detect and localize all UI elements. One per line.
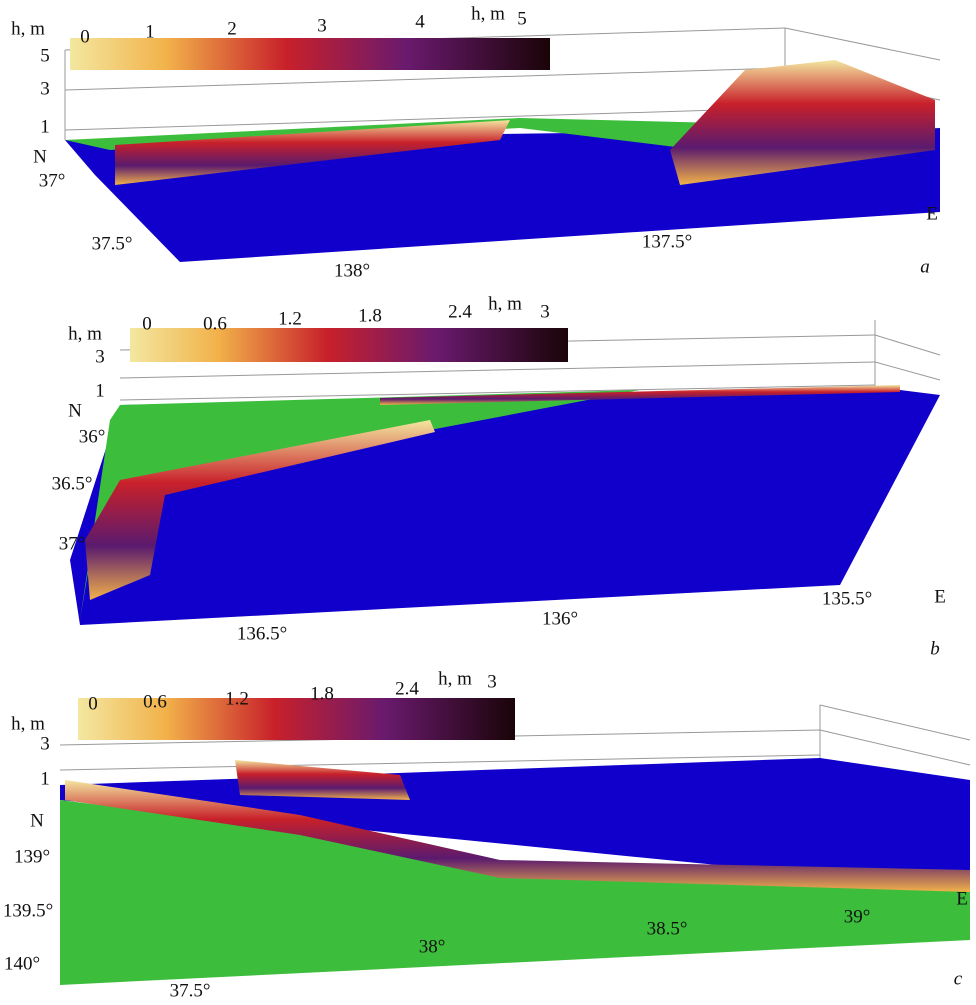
lon-tick: 136° xyxy=(542,608,578,629)
colorbar-title: h, m xyxy=(471,3,505,24)
colorbar-tick: 1.8 xyxy=(310,683,334,704)
colorbar-tick: 0 xyxy=(80,26,90,47)
z-tick: 1 xyxy=(95,380,105,401)
lat-tick: 37° xyxy=(59,533,86,554)
lon-tick: 138° xyxy=(334,260,370,281)
lat-tick: 140° xyxy=(4,953,40,974)
z-tick: 1 xyxy=(40,768,50,789)
lon-tick: 39° xyxy=(844,906,871,927)
wave-heights xyxy=(235,760,410,800)
north-label: N xyxy=(68,400,82,421)
lat-tick: 37° xyxy=(39,170,66,191)
colorbar-tick: 1.8 xyxy=(358,305,382,326)
z-tick: 3 xyxy=(40,78,50,99)
lon-tick: 38.5° xyxy=(647,918,688,939)
east-label: E xyxy=(934,586,946,607)
land xyxy=(60,800,970,985)
z-tick: 3 xyxy=(95,346,105,367)
east-label: E xyxy=(956,888,968,909)
lat-tick: 37.5° xyxy=(92,233,133,254)
z-tick: 3 xyxy=(40,733,50,754)
wave-heights xyxy=(115,120,510,185)
colorbar-tick: 1.2 xyxy=(225,688,249,709)
panel-label: a xyxy=(920,256,930,277)
lat-tick: 36° xyxy=(79,426,106,447)
lat-tick: 36.5° xyxy=(52,473,93,494)
z-tick: 1 xyxy=(40,116,50,137)
colorbar-title: h, m xyxy=(438,668,472,689)
panel-label: b xyxy=(930,638,940,659)
panel-c xyxy=(59,698,971,985)
colorbar-tick: 3 xyxy=(540,301,550,322)
colorbar-tick: 4 xyxy=(415,11,425,32)
lon-tick: 136.5° xyxy=(237,623,287,644)
panel-b xyxy=(70,320,941,625)
north-label: N xyxy=(33,146,47,167)
z-tick: 5 xyxy=(40,45,50,66)
north-label: N xyxy=(30,810,44,831)
lon-tick: 137.5° xyxy=(642,231,692,252)
colorbar xyxy=(78,698,515,740)
colorbar-tick: 2 xyxy=(227,18,237,39)
lat-tick: 139.5° xyxy=(3,900,53,921)
wave-heights xyxy=(670,60,935,185)
back-wall xyxy=(59,704,971,771)
land xyxy=(80,390,640,620)
lat-tick: 139° xyxy=(14,846,50,867)
colorbar-tick: 3 xyxy=(487,671,497,692)
east-label: E xyxy=(926,203,938,224)
z-axis-title: h, m xyxy=(11,18,45,39)
colorbar-tick: 2.4 xyxy=(448,301,472,322)
colorbar-tick: 2.4 xyxy=(395,678,419,699)
colorbar-tick: 1 xyxy=(145,21,155,42)
lon-tick: 38° xyxy=(419,936,446,957)
z-axis-title: h, m xyxy=(11,713,45,734)
panel-a xyxy=(64,27,941,262)
colorbar-tick: 0.6 xyxy=(143,691,167,712)
colorbar-tick: 3 xyxy=(317,15,327,36)
z-axis-title: h, m xyxy=(68,323,102,344)
colorbar-tick: 0.6 xyxy=(203,313,227,334)
colorbar xyxy=(130,328,568,362)
lon-tick: 37.5° xyxy=(170,980,211,1001)
colorbar-tick: 0 xyxy=(142,313,152,334)
colorbar xyxy=(70,38,550,70)
wave-heights xyxy=(65,780,970,892)
colorbar-tick: 1.2 xyxy=(278,308,302,329)
wave-heights xyxy=(85,420,435,600)
colorbar-tick: 0 xyxy=(88,693,98,714)
wave-heights xyxy=(380,385,900,405)
colorbar-title: h, m xyxy=(488,293,522,314)
colorbar-tick: 5 xyxy=(517,8,527,29)
panel-label: c xyxy=(954,968,963,989)
lon-tick: 135.5° xyxy=(822,588,872,609)
